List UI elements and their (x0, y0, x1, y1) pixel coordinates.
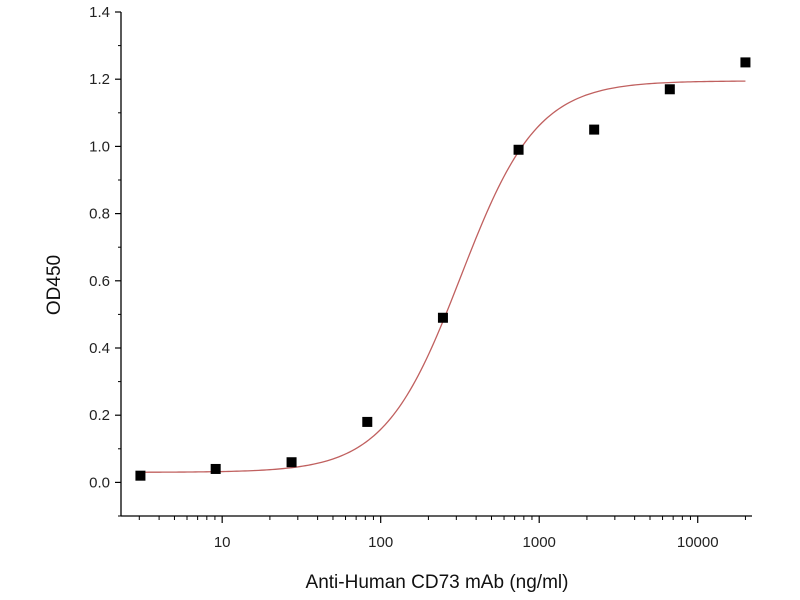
data-point (362, 416, 373, 427)
plot-area: 0.0 0.2 0.4 0.6 0.8 1.0 1.2 1.4 10 100 1000 10000 (89, 4, 752, 551)
x-tick-label: 10000 (677, 534, 719, 551)
y-tick-label: 0.8 (89, 206, 110, 223)
data-point (589, 124, 600, 135)
data-point (437, 312, 448, 323)
y-tick-label: 0.4 (89, 340, 110, 357)
data-point (664, 84, 675, 95)
y-tick-label: 1.0 (89, 138, 110, 155)
y-tick-label: 0.6 (89, 273, 110, 290)
x-tick-label: 1000 (523, 534, 556, 551)
data-point (286, 457, 297, 468)
data-point (135, 470, 146, 481)
x-tick-label: 10 (214, 534, 231, 551)
x-axis-title: Anti-Human CD73 mAb (ng/ml) (306, 572, 569, 593)
data-point (210, 463, 221, 474)
data-point (740, 57, 751, 68)
y-tick-label: 1.2 (89, 71, 110, 88)
x-tick-label: 100 (368, 534, 393, 551)
y-tick-label: 1.4 (89, 4, 110, 21)
fit-curve (140, 80, 746, 473)
data-point (513, 144, 524, 155)
y-tick-label: 0.0 (89, 474, 110, 491)
y-axis-title: OD450 (44, 255, 65, 315)
y-tick-label: 0.2 (89, 407, 110, 424)
